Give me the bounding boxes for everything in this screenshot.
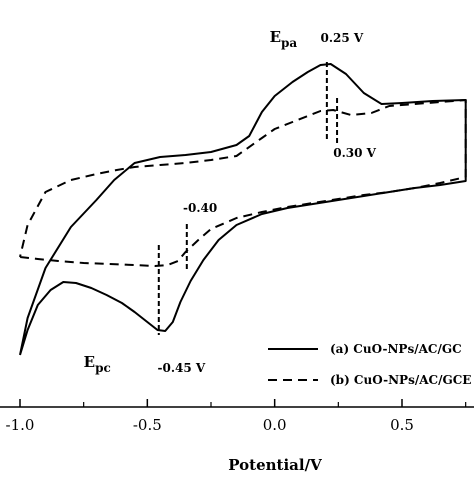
series-line-a (19, 63, 467, 356)
legend: (a) CuO-NPs/AC/GC (b) CuO-NPs/AC/GCE (268, 342, 471, 387)
annotation-group: Epa 0.25 V 0.30 V -0.40 Epc -0.45 V (84, 28, 377, 375)
x-tick-label: 0.5 (390, 416, 414, 434)
legend-label-a: (a) CuO-NPs/AC/GC (330, 342, 462, 356)
potential-annotation: -0.45 V (158, 361, 206, 375)
x-tick-label: -0.5 (133, 416, 162, 434)
potential-annotation: 0.25 V (321, 31, 364, 45)
plot-area (19, 63, 467, 356)
potential-annotation: -0.40 (183, 201, 217, 215)
x-tick-label: -1.0 (6, 416, 35, 434)
peak-label-pa: Epa (270, 28, 298, 50)
peak-label-pc: Epc (84, 353, 111, 375)
x-axis: -1.0 -0.5 0.0 0.5 (0, 399, 474, 434)
peak-marker-group (157, 62, 339, 335)
x-tick-label: 0.0 (263, 416, 287, 434)
x-axis-title: Potential/V (228, 456, 322, 474)
series-line-b (19, 99, 467, 267)
legend-label-b: (b) CuO-NPs/AC/GCE (330, 373, 471, 387)
potential-annotation: 0.30 V (333, 146, 376, 160)
